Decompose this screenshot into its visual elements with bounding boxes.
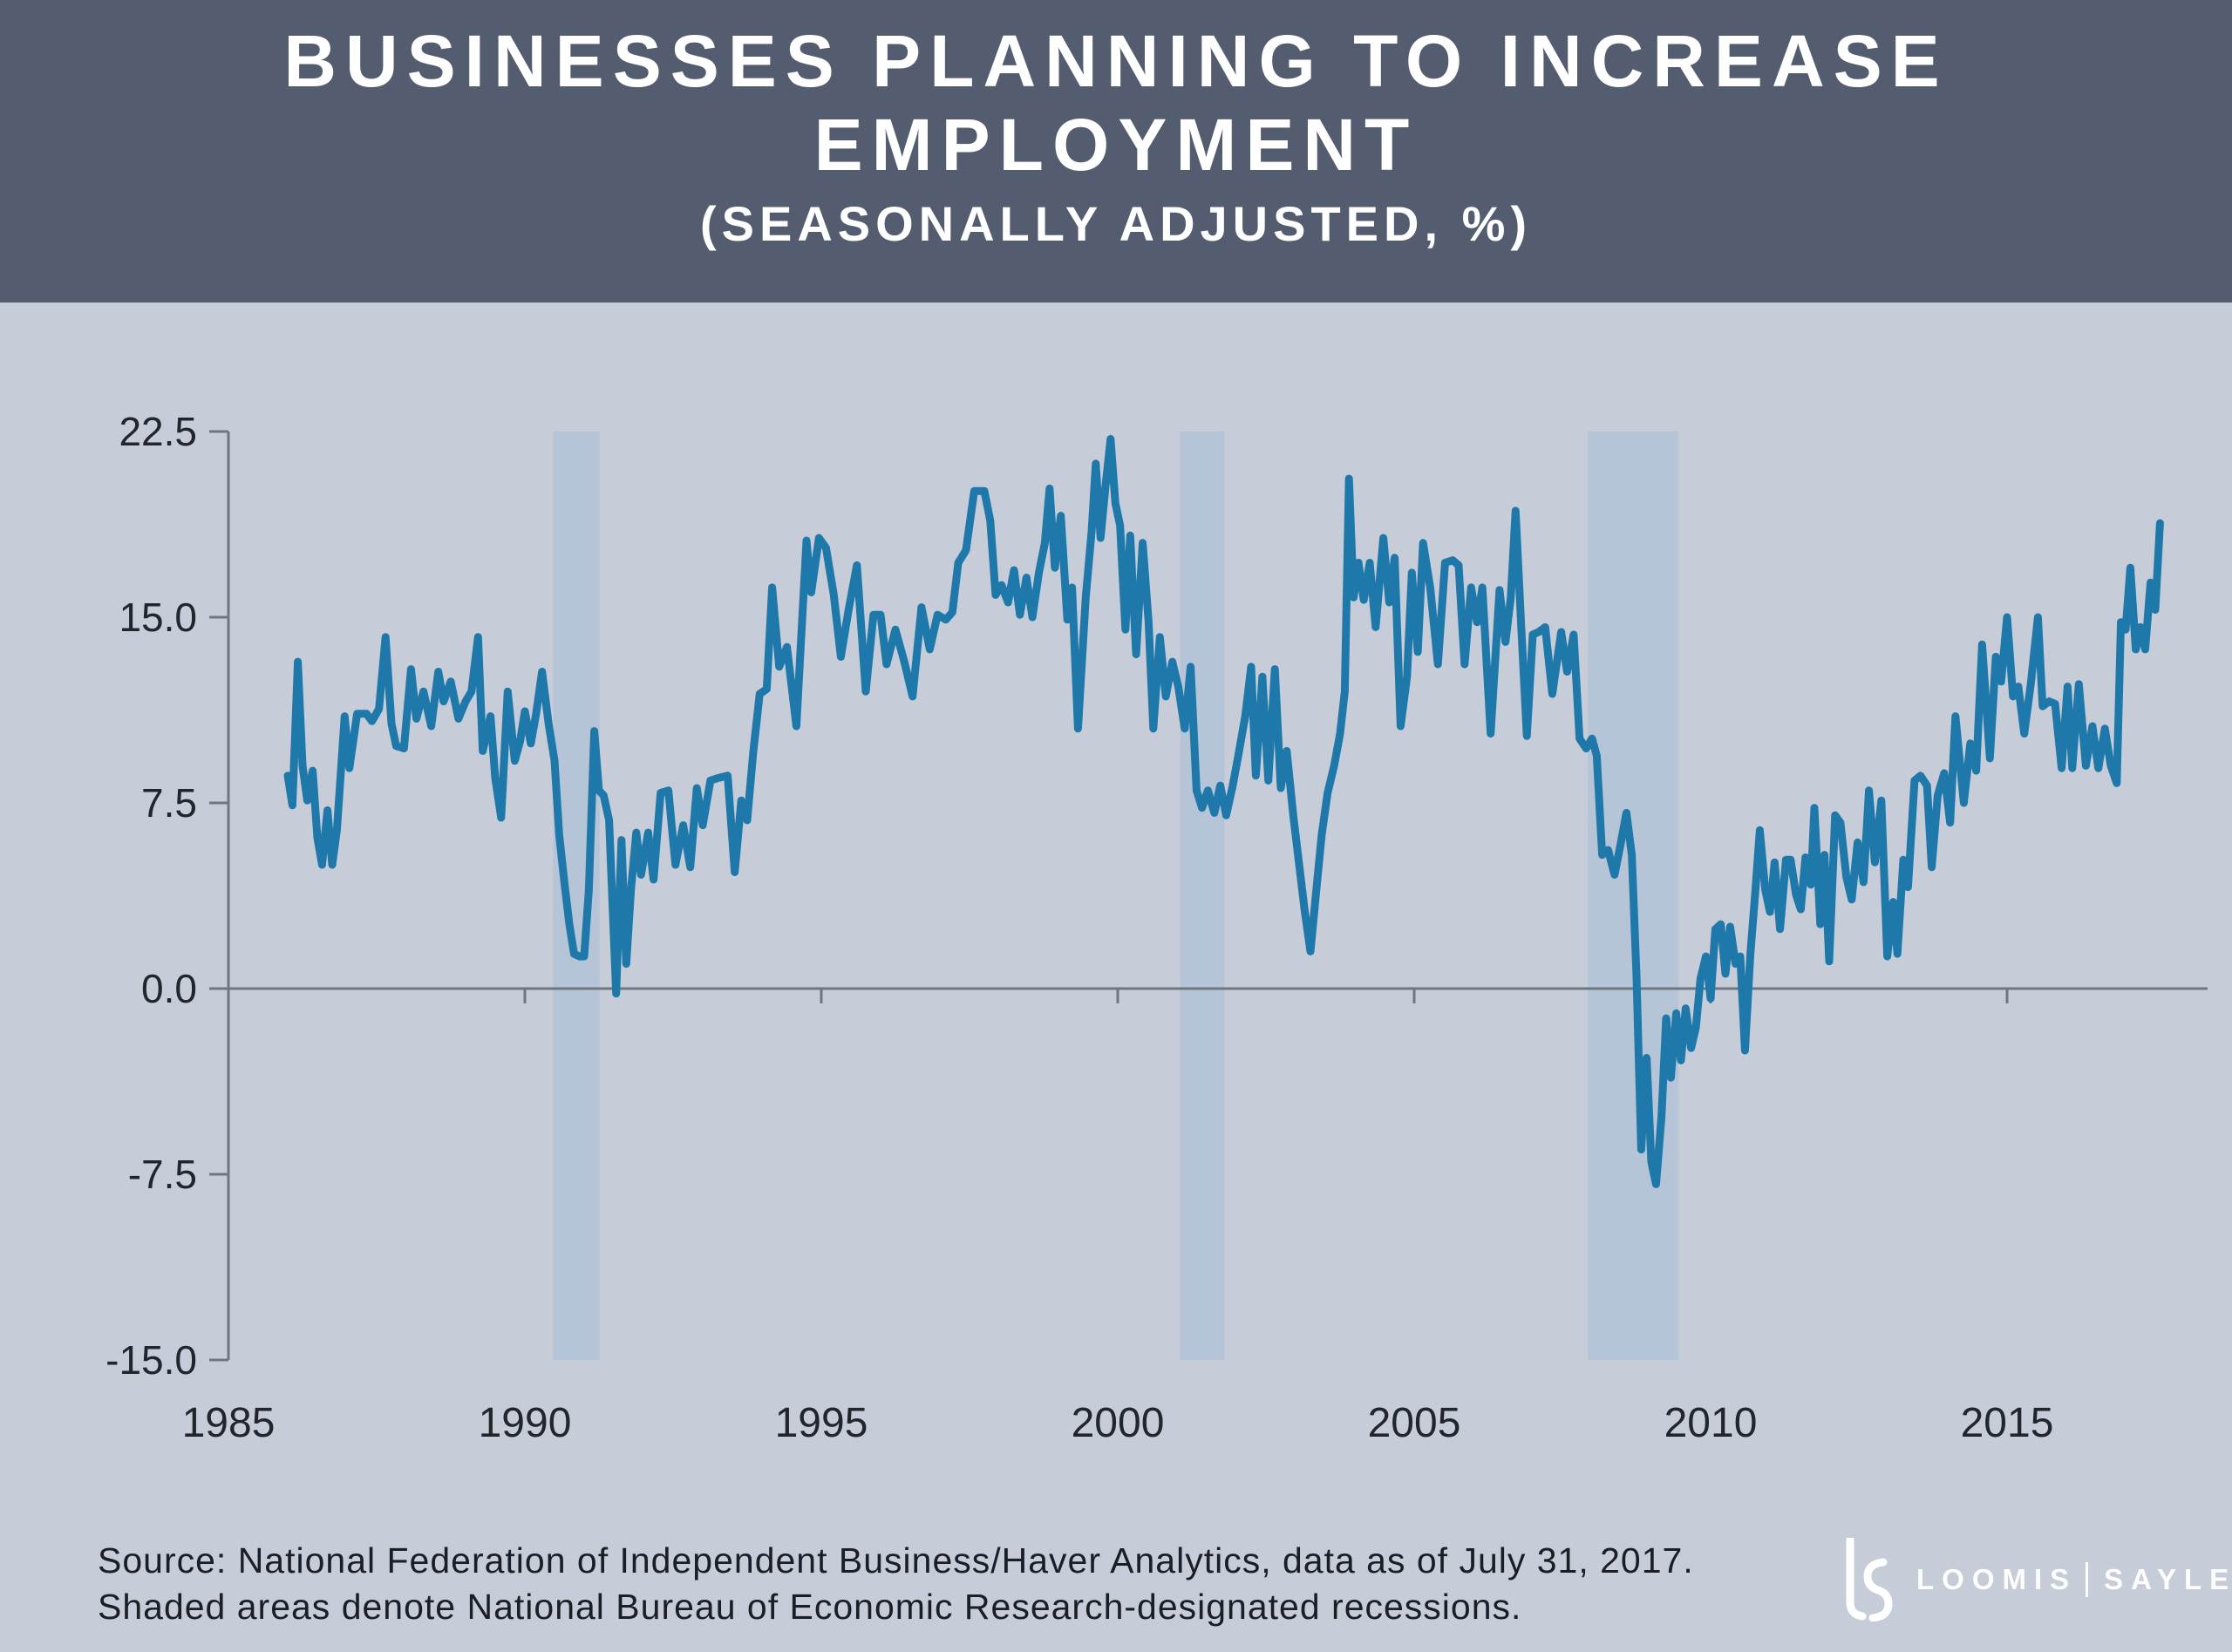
y-tick-label: 22.5 bbox=[119, 409, 197, 454]
x-tick-label: 2000 bbox=[1072, 1400, 1165, 1446]
logo-wordmark: LOOMIS SAYLES bbox=[1916, 1562, 2232, 1597]
logo-word-sayles: SAYLES bbox=[2104, 1563, 2232, 1595]
page-title-line1: BUSINESSES PLANNING TO INCREASE bbox=[283, 20, 1949, 102]
x-tick-label: 2015 bbox=[1961, 1400, 2054, 1446]
x-tick-label: 1990 bbox=[479, 1400, 572, 1446]
series-line bbox=[283, 435, 2164, 1188]
recession-note-line: Shaded areas denote National Bureau of E… bbox=[98, 1587, 1522, 1627]
x-tick-label: 1995 bbox=[775, 1400, 868, 1446]
x-tick-label: 2005 bbox=[1368, 1400, 1461, 1446]
recession-band bbox=[553, 432, 600, 1360]
y-tick-label: -7.5 bbox=[128, 1152, 197, 1197]
logo-word-loomis: LOOMIS bbox=[1916, 1563, 2078, 1595]
title-bar: BUSINESSES PLANNING TO INCREASE EMPLOYME… bbox=[0, 0, 2232, 303]
x-tick-label: 2010 bbox=[1664, 1400, 1758, 1446]
y-tick-label: 7.5 bbox=[141, 780, 197, 826]
loomis-sayles-logo: LOOMIS SAYLES bbox=[1838, 1536, 2232, 1623]
source-line: Source: National Federation of Independe… bbox=[98, 1540, 1694, 1581]
logo-divider bbox=[2086, 1562, 2089, 1597]
recession-band bbox=[1180, 432, 1225, 1360]
x-tick-label: 1985 bbox=[182, 1400, 276, 1446]
page-title-line2: EMPLOYMENT bbox=[813, 104, 1419, 186]
ls-monogram-icon bbox=[1846, 1538, 1893, 1621]
page-subtitle: (SEASONALLY ADJUSTED, %) bbox=[699, 196, 1533, 251]
y-tick-label: 0.0 bbox=[141, 966, 197, 1011]
source-note: Source: National Federation of Independe… bbox=[98, 1538, 1694, 1630]
y-tick-label: 15.0 bbox=[119, 595, 197, 640]
y-tick-label: -15.0 bbox=[105, 1337, 197, 1383]
